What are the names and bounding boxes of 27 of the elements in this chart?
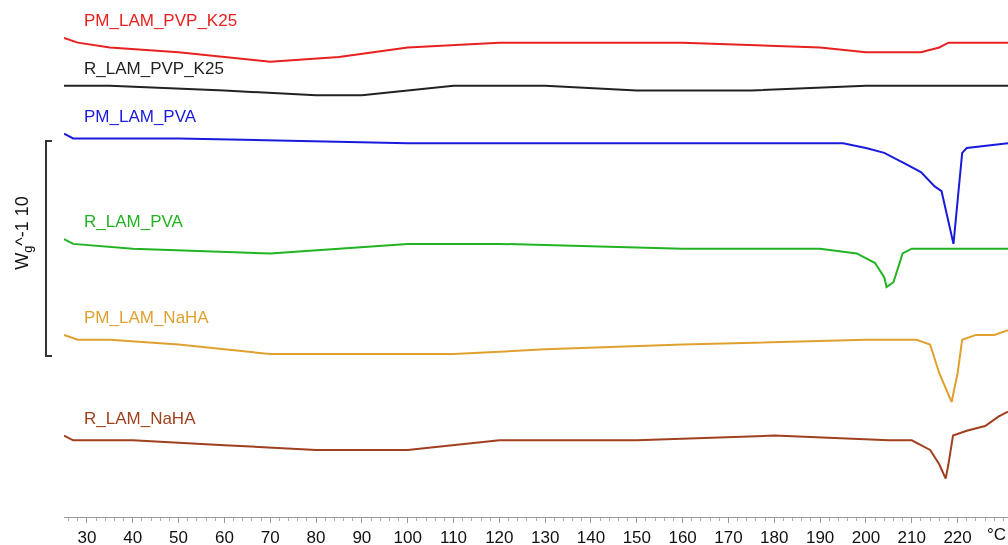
x-axis-title: °C bbox=[987, 525, 1007, 544]
x-tick-label: 80 bbox=[306, 528, 326, 545]
x-tick-label: 100 bbox=[393, 528, 422, 545]
x-tick-label: 160 bbox=[668, 528, 697, 545]
x-tick-label: 120 bbox=[485, 528, 514, 545]
x-tick-label: 200 bbox=[851, 528, 881, 545]
x-tick-label: 90 bbox=[352, 528, 372, 545]
x-tick-label: 70 bbox=[260, 528, 280, 545]
x-tick-label: 50 bbox=[169, 528, 189, 545]
x-tick-label: 140 bbox=[576, 528, 606, 545]
x-tick-label: 210 bbox=[897, 528, 926, 545]
x-tick-label: 220 bbox=[943, 528, 972, 545]
x-tick-label: 180 bbox=[760, 528, 789, 545]
x-tick-label: 40 bbox=[123, 528, 143, 545]
series-label: R_LAM_PVA bbox=[84, 212, 184, 231]
x-tick-label: 150 bbox=[622, 528, 652, 545]
x-tick-label: 190 bbox=[805, 528, 835, 545]
series-label: PM_LAM_PVA bbox=[84, 107, 197, 126]
series-label: PM_LAM_NaHA bbox=[84, 308, 210, 327]
series-label: R_LAM_PVP_K25 bbox=[84, 59, 224, 78]
x-tick-label: 110 bbox=[439, 528, 468, 545]
x-tick-label: 30 bbox=[77, 528, 97, 545]
x-tick-label: 60 bbox=[214, 528, 234, 545]
series-label: R_LAM_NaHA bbox=[84, 409, 197, 428]
x-tick-label: 170 bbox=[714, 528, 743, 545]
x-tick-label: 130 bbox=[530, 528, 560, 545]
series-label: PM_LAM_PVP_K25 bbox=[84, 11, 238, 30]
